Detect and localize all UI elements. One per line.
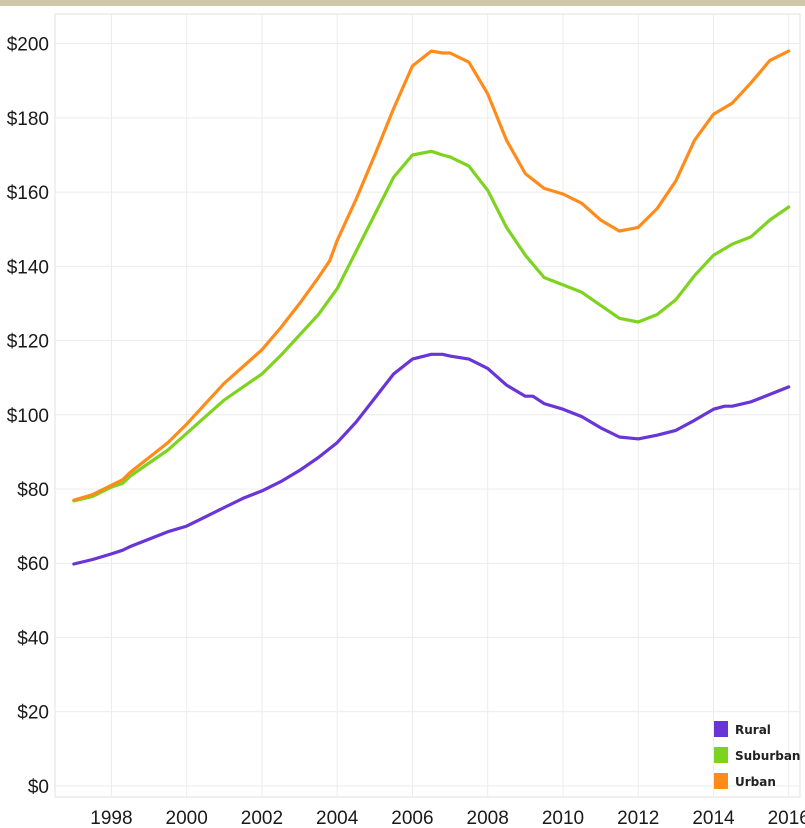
legend: Rural Suburban Urban <box>714 721 800 789</box>
legend-swatch-suburban <box>714 747 728 763</box>
y-tick-label: $100 <box>7 406 49 427</box>
x-tick-label: 2004 <box>316 808 359 828</box>
series-line-suburban <box>72 149 791 503</box>
y-tick-label: $180 <box>7 109 49 130</box>
legend-label-rural: Rural <box>735 723 771 737</box>
y-tick-label: $200 <box>7 35 49 56</box>
y-tick-label: $120 <box>7 332 49 353</box>
y-tick-label: $80 <box>17 480 49 501</box>
y-tick-label: $40 <box>17 628 49 649</box>
legend-swatch-rural <box>714 721 728 737</box>
plot-frame <box>54 13 801 798</box>
x-tick-label: 1998 <box>90 808 132 828</box>
series-lines <box>72 49 791 566</box>
x-tick-label: 2014 <box>692 808 735 828</box>
x-tick-label: 2006 <box>391 808 433 828</box>
x-tick-label: 2002 <box>241 808 283 828</box>
series-line-urban <box>72 49 791 502</box>
legend-swatch-urban <box>714 773 728 789</box>
legend-label-urban: Urban <box>735 775 776 789</box>
grid <box>54 13 801 798</box>
legend-label-suburban: Suburban <box>735 749 800 763</box>
series-line-rural <box>72 352 791 566</box>
y-tick-label: $160 <box>7 183 49 204</box>
axes: $0 $20 $40 $60 $80 $100 $120 $140 $160 $180 $200 19… <box>7 35 805 828</box>
x-tick-label: 2008 <box>467 808 509 828</box>
x-tick-label: 2016 <box>768 808 805 828</box>
y-tick-label: $20 <box>17 703 49 724</box>
x-tick-label: 2012 <box>617 808 659 828</box>
x-tick-label: 2000 <box>166 808 208 828</box>
top-border-strip <box>0 0 805 6</box>
y-tick-label: $60 <box>17 554 49 575</box>
y-tick-label: $0 <box>28 777 49 798</box>
x-tick-label: 2010 <box>542 808 584 828</box>
y-tick-label: $140 <box>7 257 49 278</box>
